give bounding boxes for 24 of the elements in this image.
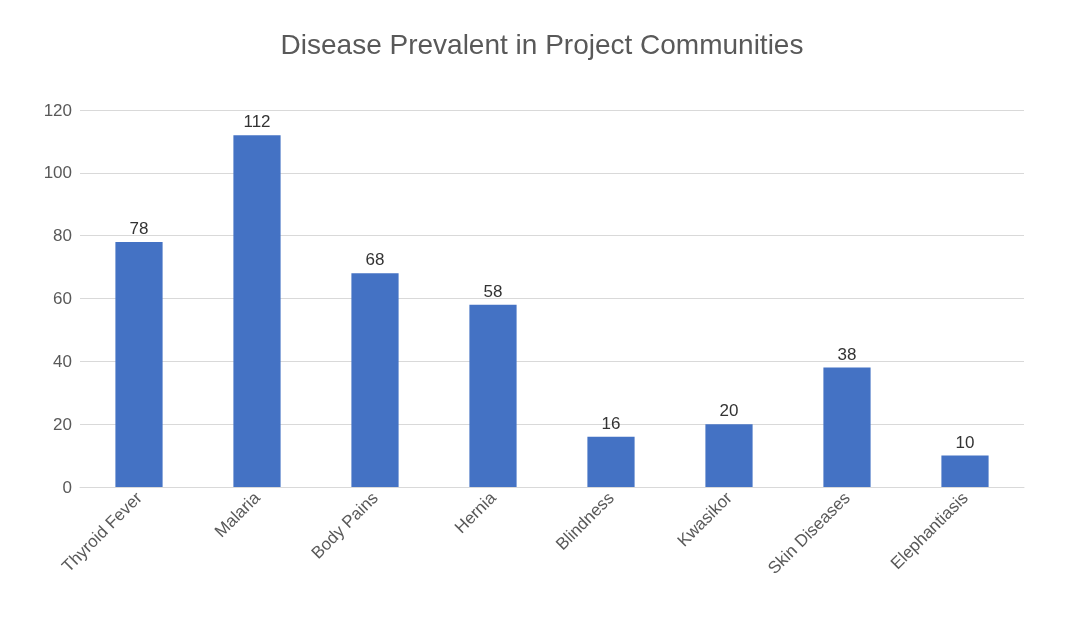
data-label: 78	[129, 218, 149, 238]
bar	[233, 135, 281, 487]
bar	[351, 273, 399, 487]
data-label: 68	[365, 250, 385, 270]
data-label: 112	[243, 112, 271, 132]
bar	[587, 436, 635, 487]
y-tick-label: 40	[53, 351, 72, 371]
chart-title: Disease Prevalent in Project Communities	[280, 28, 804, 60]
data-label: 58	[483, 281, 503, 301]
data-label: 20	[719, 401, 739, 421]
y-tick-label: 20	[53, 414, 72, 434]
y-tick-label: 100	[43, 163, 72, 183]
data-label: 16	[601, 413, 621, 433]
y-tick-label: 80	[53, 226, 72, 246]
y-tick-label: 0	[62, 477, 72, 497]
y-tick-label: 120	[43, 100, 72, 120]
y-tick-label: 60	[53, 289, 72, 308]
bar	[941, 455, 989, 487]
bar	[705, 424, 753, 487]
data-label: 10	[955, 432, 975, 452]
bar	[115, 241, 163, 487]
bar	[469, 304, 517, 487]
bar	[823, 367, 871, 487]
data-label: 38	[837, 344, 857, 364]
